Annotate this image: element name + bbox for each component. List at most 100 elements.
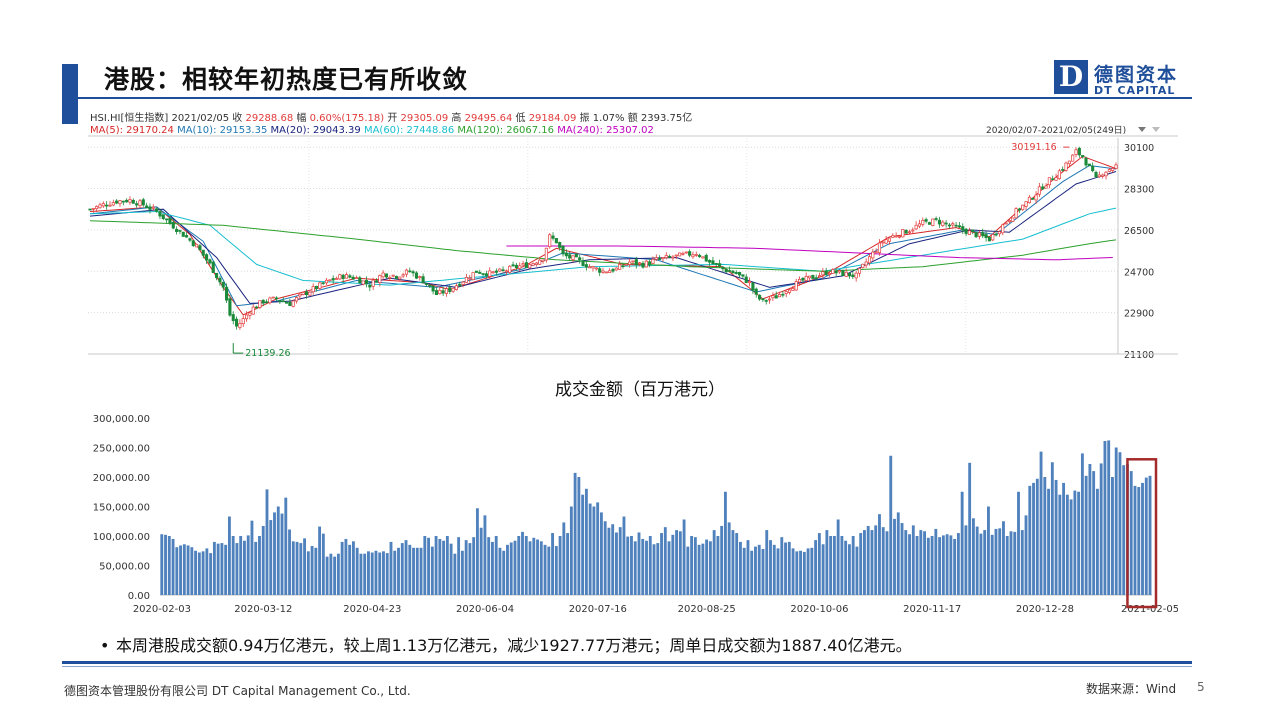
turnover-bar (941, 535, 945, 595)
turnover-bar (543, 544, 547, 595)
candle-body (884, 239, 888, 244)
turnover-bar (671, 534, 675, 595)
candle-body (871, 251, 875, 259)
candle-body (504, 270, 508, 273)
turnover-bar (889, 455, 893, 595)
candle-body (764, 300, 768, 302)
turnover-bar (776, 548, 780, 595)
turnover-bar (678, 531, 682, 595)
candle-body (771, 295, 775, 299)
candle-body (684, 251, 688, 254)
candle-body (738, 271, 742, 276)
turnover-bar (581, 494, 585, 595)
candle-body (248, 312, 252, 316)
turnover-bar (1005, 536, 1009, 595)
turnover-bar (566, 533, 570, 595)
candle-body (278, 300, 282, 302)
quote-field: 0.60%(175.18) (310, 113, 388, 124)
turnover-bar (626, 536, 630, 595)
logo-text-en: DT CAPITAL (1094, 84, 1176, 97)
turnover-bar (802, 551, 806, 595)
candle-body (887, 237, 892, 242)
turnover-bar (1035, 478, 1039, 595)
candle-body (1014, 208, 1018, 219)
turnover-bar (438, 538, 442, 595)
candle-body (1067, 160, 1071, 165)
turnover-bar (964, 525, 968, 595)
quote-field: 幅 (296, 111, 309, 124)
candle-body (414, 272, 419, 279)
turnover-bar (265, 489, 269, 595)
turnover-bar (457, 537, 461, 595)
candle-body (484, 273, 488, 277)
turnover-bar (1084, 475, 1088, 595)
turnover-bar (588, 503, 592, 595)
candle-body (801, 277, 805, 281)
candle-body (768, 298, 772, 301)
candle-body (934, 218, 938, 220)
turnover-bar (829, 536, 833, 595)
candle-body (421, 276, 425, 284)
candle-body (754, 288, 758, 295)
turnover-bar (254, 541, 258, 595)
candle-body (904, 230, 908, 234)
candle-body (877, 242, 882, 253)
candle-body (288, 301, 292, 307)
candle-body (708, 260, 712, 263)
candle-body (561, 245, 565, 255)
candle-body (101, 203, 105, 207)
turnover-bar (915, 536, 919, 595)
latest-week-highlight-box (1126, 458, 1158, 609)
turnover-bar (1073, 490, 1077, 595)
x-tick-label: 2020-06-04 (456, 604, 514, 615)
low-marker-label: 21139.26 (245, 348, 290, 359)
candle-body (548, 234, 552, 248)
turnover-bar (923, 531, 926, 595)
turnover-bar (844, 540, 848, 595)
candle-body (628, 261, 632, 265)
candle-body (748, 281, 752, 284)
candle-body (588, 266, 592, 269)
turnover-bar (190, 547, 194, 595)
candle-body (827, 273, 832, 275)
turnover-bar (1111, 477, 1114, 595)
candle-body (451, 287, 455, 292)
candle-body (921, 219, 925, 225)
candle-body (175, 228, 179, 232)
candle-body (1011, 217, 1015, 222)
candle-body (974, 232, 978, 238)
candle-body (608, 270, 612, 274)
turnover-bar (227, 516, 231, 595)
candle-body (1017, 208, 1021, 211)
turnover-bar (374, 550, 378, 595)
turnover-bar (1148, 475, 1152, 595)
candle-body (298, 293, 302, 297)
candle-body (574, 253, 578, 258)
candle-body (138, 200, 142, 206)
quote-field: 2393.75亿 (641, 111, 692, 124)
turnover-bar (772, 544, 776, 595)
turnover-bar (648, 536, 652, 595)
turnover-bar (757, 544, 761, 595)
turnover-bar (1092, 471, 1096, 595)
candle-body (424, 283, 428, 285)
kline-quote-row: HSI.HI[恒生指数] 2021/02/05 收 29288.68 幅 0.6… (90, 111, 692, 124)
candle-body (734, 272, 738, 275)
turnover-bar (363, 553, 367, 595)
turnover-bar (863, 530, 866, 595)
turnover-bar (697, 544, 701, 595)
quote-field: 29305.09 (401, 113, 452, 124)
turnover-bar (723, 491, 727, 595)
candle-body (348, 275, 352, 278)
turnover-bar (584, 488, 588, 595)
turnover-bar (633, 541, 637, 595)
candle-body (598, 268, 602, 273)
ma-line-ma60 (89, 207, 1117, 286)
turnover-bar (1032, 482, 1035, 595)
turnover-bar (1122, 465, 1126, 595)
y-tick-label: 150,000.00 (93, 503, 150, 514)
turnover-bar (821, 544, 825, 595)
turnover-bar (562, 522, 566, 595)
turnover-bar (949, 535, 953, 595)
candle-body (724, 268, 728, 273)
